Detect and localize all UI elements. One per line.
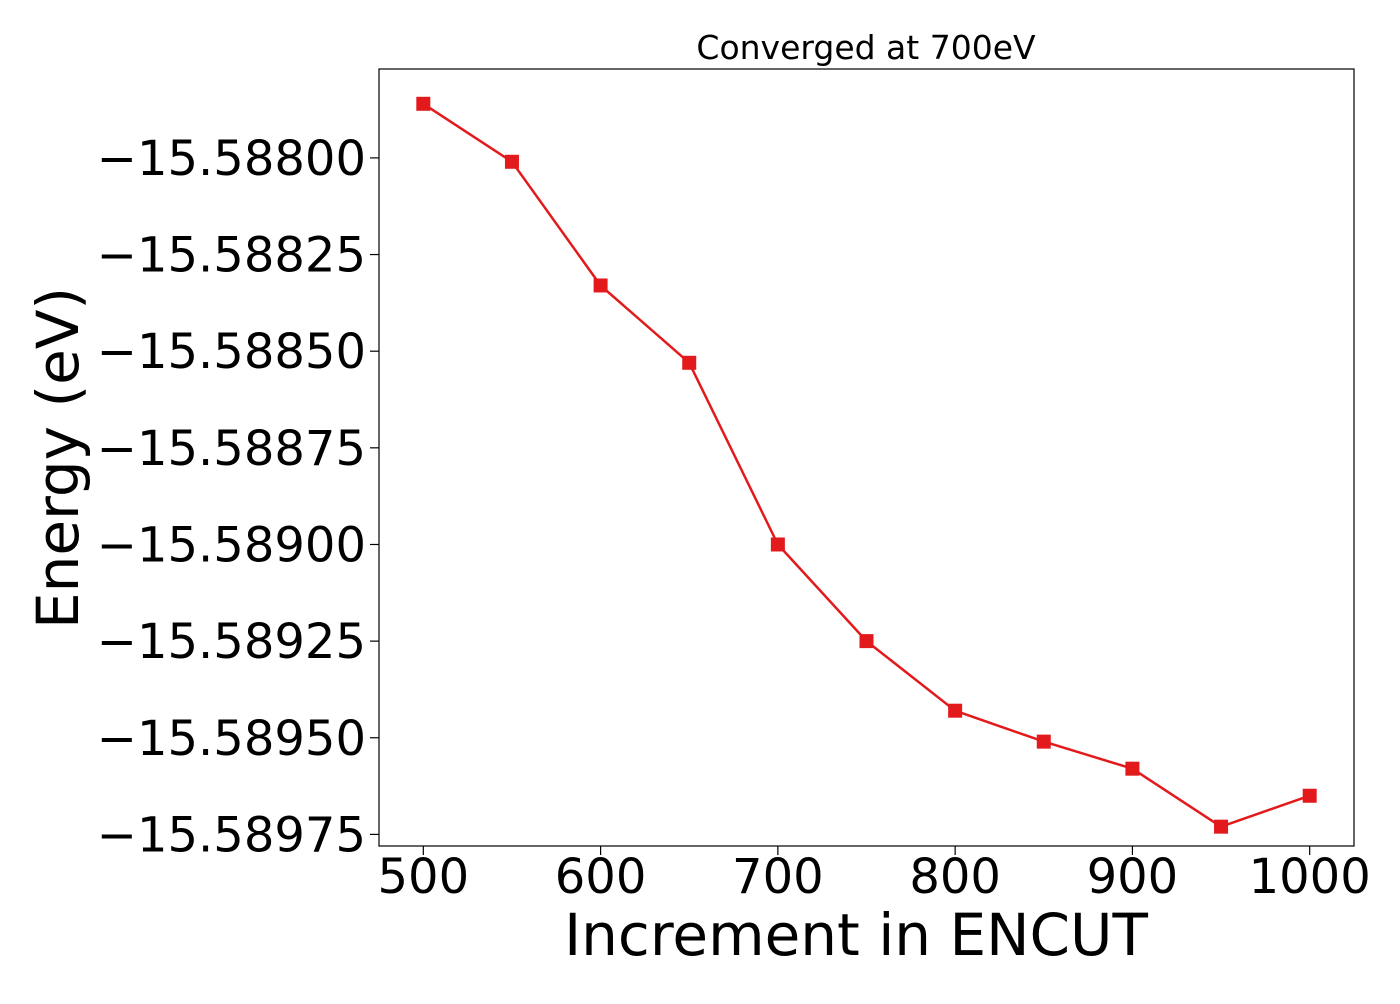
series-layer [416,96,1317,834]
x-axis-label: Increment in ENCUT [564,901,1148,969]
data-point-marker [593,278,608,293]
y-tick-label: −15.58800 [97,131,366,187]
data-point-marker [682,355,697,370]
data-point-marker [504,154,519,169]
data-point-marker [1302,788,1317,803]
y-axis-label: Energy (eV) [24,287,92,629]
x-tick-label: 500 [378,849,470,905]
data-point-marker [1125,761,1140,776]
chart-title: Converged at 700eV [696,28,1036,67]
data-point-marker [948,703,963,718]
y-tick-label: −15.58975 [97,807,366,863]
y-tick-label: −15.58875 [97,421,366,477]
y-tick-label: −15.58900 [97,517,366,573]
y-tick-label: −15.58925 [97,614,366,670]
y-tick-label: −15.58850 [97,324,366,380]
y-tick-label: −15.58950 [97,711,366,767]
x-tick-label: 800 [909,849,1001,905]
x-tick-label: 900 [1087,849,1179,905]
data-point-marker [416,96,431,111]
x-tick-label: 600 [555,849,647,905]
data-point-marker [1036,734,1051,749]
y-tick-label: −15.58825 [97,228,366,284]
x-tick-label: 1000 [1249,849,1371,905]
series-line [422,102,1311,828]
x-axis-ticks: 500 600 700 800 900 1000 [378,846,1371,905]
plot-area-frame [378,68,1355,847]
data-point-marker [1214,819,1229,834]
x-tick-label: 700 [732,849,824,905]
y-axis-ticks: −15.58800 −15.58825 −15.58850 −15.58875 −15.… [97,131,379,863]
data-point-marker [770,537,785,552]
data-point-marker [859,634,874,649]
